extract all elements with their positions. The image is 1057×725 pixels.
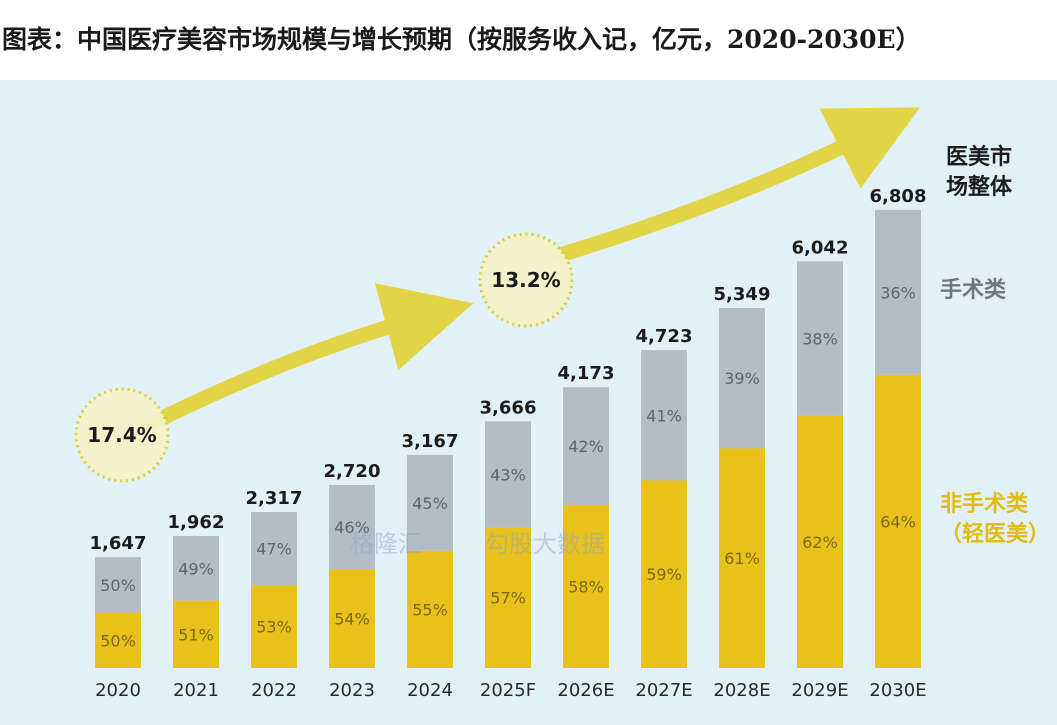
x-tick-label: 2029E [791, 680, 848, 701]
bar-non-surgical [797, 415, 843, 668]
label-non-surgical-percent: 57% [490, 589, 526, 608]
x-tick-label: 2021 [173, 680, 219, 701]
bar-non-surgical [329, 569, 375, 668]
label-surgical-percent: 42% [568, 437, 604, 456]
label-non-surgical-percent: 64% [880, 512, 916, 531]
label-non-surgical-percent: 61% [724, 549, 760, 568]
bar-surgical [797, 261, 843, 416]
growth-arrow [552, 107, 921, 263]
x-tick-label: 2020 [95, 680, 141, 701]
x-tick-label: 2025F [480, 680, 536, 701]
label-non-surgical-percent: 55% [412, 600, 448, 619]
bars: 50% 50% 1,647 49% 51% 1,962 47% 53% 2,317 46% 54% 2… [90, 186, 927, 668]
bar-surgical [329, 484, 375, 570]
label-total: 2,720 [324, 461, 381, 482]
bar-surgical [173, 535, 219, 601]
bar-non-surgical [407, 550, 453, 668]
label-non-surgical-percent: 58% [568, 578, 604, 597]
x-tick-label: 2023 [329, 680, 375, 701]
growth-badges: 17.4% 13.2% [74, 232, 574, 483]
growth-badge-label: 13.2% [491, 268, 560, 292]
chart-svg: 50% 50% 1,647 49% 51% 1,962 47% 53% 2,317 46% 54% 2… [74, 107, 927, 701]
label-non-surgical-percent: 50% [100, 631, 136, 650]
legend-total: 医美市 场整体 [946, 145, 1013, 200]
label-non-surgical-percent: 62% [802, 533, 838, 552]
bar-non-surgical [719, 448, 765, 668]
x-tick-label: 2028E [713, 680, 770, 701]
label-surgical-percent: 41% [646, 406, 682, 425]
label-total: 6,042 [792, 237, 849, 258]
label-non-surgical-percent: 53% [256, 618, 292, 637]
bar-non-surgical [95, 612, 141, 668]
label-total: 3,666 [480, 397, 537, 418]
bar-surgical [485, 421, 531, 528]
growth-badge-label: 17.4% [87, 423, 156, 447]
label-total: 4,173 [558, 363, 615, 384]
bar-surgical [875, 209, 921, 375]
bar-surgical [719, 308, 765, 449]
label-surgical-percent: 38% [802, 330, 838, 349]
bar-non-surgical [251, 585, 297, 668]
x-tick-label: 2030E [869, 680, 926, 701]
x-tick-label: 2027E [635, 680, 692, 701]
bar-surgical [641, 350, 687, 481]
bar-surgical [563, 387, 609, 506]
watermark-logo-left: 格隆汇 [350, 530, 422, 558]
growth-badge-circle [478, 232, 574, 328]
label-surgical-percent: 50% [100, 576, 136, 595]
bar-surgical [407, 454, 453, 551]
bar-surgical [251, 512, 297, 586]
bar-non-surgical [485, 527, 531, 668]
label-surgical-percent: 36% [880, 283, 916, 302]
label-non-surgical-percent: 54% [334, 610, 370, 629]
label-total: 6,808 [870, 186, 927, 207]
legend-non-surgical: 非手术类 （轻医美） [940, 492, 1051, 547]
chart-title: 图表：中国医疗美容市场规模与增长预期（按服务收入记，亿元，2020-2030E） [0, 0, 1057, 80]
label-total: 1,962 [168, 512, 225, 533]
label-surgical-percent: 45% [412, 494, 448, 513]
label-non-surgical-percent: 51% [178, 625, 214, 644]
bar-non-surgical [563, 505, 609, 668]
growth-badge-circle [74, 387, 170, 483]
label-total: 2,317 [246, 488, 303, 509]
label-total: 3,167 [402, 431, 459, 452]
label-total: 5,349 [714, 284, 771, 305]
label-surgical-percent: 47% [256, 540, 292, 559]
x-tick-label: 2024 [407, 680, 453, 701]
growth-arrows [142, 107, 921, 432]
x-axis-ticks: 2020 2021 2022 2023 2024 2025F 2026E 2027E 2028E… [95, 680, 927, 701]
label-non-surgical-percent: 59% [646, 565, 682, 584]
label-surgical-percent: 46% [334, 518, 370, 537]
legend-surgical: 手术类 [940, 278, 1007, 303]
x-tick-label: 2026E [557, 680, 614, 701]
label-total: 1,647 [90, 533, 147, 554]
label-surgical-percent: 39% [724, 369, 760, 388]
label-surgical-percent: 43% [490, 465, 526, 484]
x-tick-label: 2022 [251, 680, 297, 701]
label-total: 4,723 [636, 326, 693, 347]
growth-arrow [142, 283, 474, 432]
bar-surgical [95, 557, 141, 613]
bar-non-surgical [641, 480, 687, 668]
bar-non-surgical [875, 374, 921, 668]
plot-area: 50% 50% 1,647 49% 51% 1,962 47% 53% 2,317 46% 54% 2… [0, 80, 1057, 725]
watermark-logo-right: 勾股大数据 [485, 530, 605, 558]
bar-non-surgical [173, 600, 219, 668]
label-surgical-percent: 49% [178, 559, 214, 578]
